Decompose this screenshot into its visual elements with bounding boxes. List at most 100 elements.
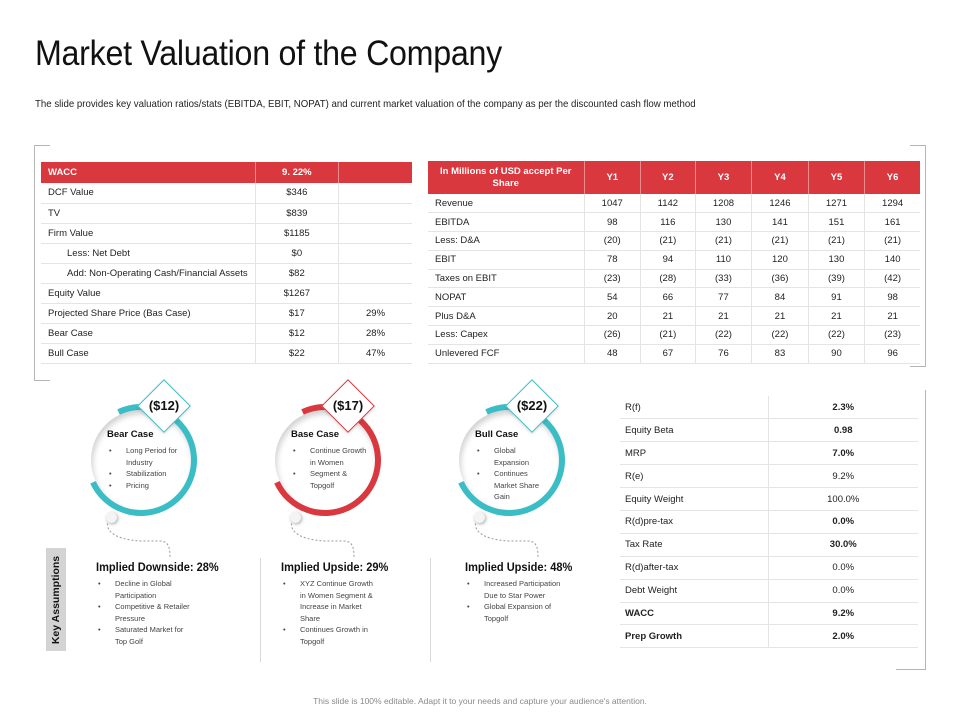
table-row: DCF Value $346: [41, 183, 412, 204]
table-row: R(e) 9.2%: [620, 464, 918, 489]
table-row: Equity Weight 100.0%: [620, 487, 918, 511]
row-value-y2: 116: [640, 212, 696, 233]
row-label: Less: Capex: [428, 325, 584, 345]
list-item: Decline in Global Participation: [96, 578, 196, 601]
row-value-y2: 67: [640, 344, 696, 364]
table-row: Add: Non-Operating Cash/Financial Assets…: [41, 263, 412, 284]
row-value: $22: [254, 343, 339, 364]
assumption-value: 0.0%: [767, 510, 918, 534]
row-value-y6: 140: [864, 250, 920, 270]
table-row: Less: D&A (20) (21) (21) (21) (21) (21): [428, 231, 920, 251]
table-row: Prep Growth 2.0%: [620, 624, 918, 649]
row-value-y6: 96: [864, 344, 920, 364]
list-item: Global Expansion: [475, 445, 551, 468]
row-label: Taxes on EBIT: [428, 269, 584, 289]
row-label: EBITDA: [428, 212, 584, 233]
base-case-title: Base Case: [291, 429, 340, 440]
row-value-y6: 161: [864, 212, 920, 233]
row-value-y2: 21: [640, 306, 696, 327]
row-label: Revenue: [428, 194, 584, 214]
table-row: Firm Value $1185: [41, 223, 412, 244]
assumption-label: WACC: [620, 602, 768, 626]
bracket-frame-right: [910, 145, 926, 367]
row-extra: [338, 223, 412, 244]
key-assumptions-text: Key Assumptions: [50, 555, 62, 644]
table-row: MRP 7.0%: [620, 441, 918, 466]
table-row: Unlevered FCF 48 67 76 83 90 96: [428, 344, 920, 364]
assumption-label: Equity Weight: [620, 487, 768, 511]
bull-price-label: ($22): [516, 398, 548, 413]
row-value-y2: 66: [640, 287, 696, 308]
bear-case-title: Bear Case: [107, 429, 154, 440]
row-value-y1: 20: [583, 306, 641, 327]
row-extra: 29%: [338, 303, 412, 324]
row-value-y4: (22): [751, 325, 809, 345]
row-label: Equity Value: [41, 283, 256, 304]
row-value-y5: 1271: [807, 194, 865, 214]
row-value-y6: 21: [864, 306, 920, 327]
row-value-y3: 110: [694, 250, 752, 270]
cashflow-header-y1: Y1: [583, 161, 641, 194]
bracket-frame-left: [34, 145, 50, 381]
table-row: R(f) 2.3%: [620, 396, 918, 420]
row-value-y4: 84: [751, 287, 809, 308]
row-value-y5: 151: [807, 212, 865, 233]
base-implied-title: Implied Upside: 29%: [281, 560, 389, 574]
row-value-y1: 78: [583, 250, 641, 270]
bear-knob: [106, 512, 117, 523]
row-value-y5: 130: [807, 250, 865, 270]
bull-case-title: Bull Case: [475, 429, 519, 440]
row-value-y5: (39): [807, 269, 865, 289]
list-item: XYZ Continue Growth in Women Segment & I…: [281, 578, 377, 624]
table-row: Debt Weight 0.0%: [620, 579, 918, 603]
row-value-y4: (21): [751, 231, 809, 251]
row-value-y2: (21): [640, 231, 696, 251]
list-item: Increased Participation Due to Star Powe…: [465, 578, 565, 601]
footer-note: This slide is 100% editable. Adapt it to…: [313, 696, 647, 706]
bull-knob: [474, 512, 485, 523]
row-extra: [338, 243, 412, 264]
row-label: Plus D&A: [428, 306, 584, 327]
assumption-value: 9.2%: [767, 602, 918, 626]
row-value: $17: [254, 303, 339, 324]
row-label: EBIT: [428, 250, 584, 270]
table-row: Bear Case $12 28%: [41, 323, 412, 344]
row-value: $0: [254, 243, 339, 264]
table-row: Bull Case $22 47%: [41, 343, 412, 364]
row-value-y3: 130: [694, 212, 752, 233]
cashflow-header-y3: Y3: [694, 161, 752, 194]
cashflow-header-y6: Y6: [864, 161, 920, 194]
list-item: Long Period for Industry: [107, 445, 183, 468]
row-extra: 47%: [338, 343, 412, 364]
assumption-label: R(d)after-tax: [620, 556, 768, 580]
row-value-y1: (26): [583, 325, 641, 345]
cashflow-header-label: In Millions of USD accept Per Share: [428, 161, 584, 194]
list-item: Continue Growth in Women: [291, 445, 367, 468]
assumption-label: R(f): [620, 396, 768, 420]
table-row: Equity Value $1267: [41, 283, 412, 304]
table-row: EBITDA 98 116 130 141 151 161: [428, 212, 920, 233]
cashflow-header-row: In Millions of USD accept Per Share Y1 Y…: [428, 161, 920, 194]
assumption-label: R(e): [620, 464, 768, 489]
row-value-y1: 48: [583, 344, 641, 364]
table-row: R(d)pre-tax 0.0%: [620, 510, 918, 534]
bear-implied-title: Implied Downside: 28%: [96, 560, 219, 574]
row-label: DCF Value: [41, 183, 256, 204]
valuation-header-value: 9. 22%: [254, 162, 339, 183]
assumption-value: 7.0%: [767, 441, 918, 466]
row-value: $12: [254, 323, 339, 344]
table-row: TV $839: [41, 203, 412, 224]
row-value: $82: [254, 263, 339, 284]
assumption-value: 9.2%: [767, 464, 918, 489]
valuation-header-extra: [338, 162, 412, 183]
page-subtitle: The slide provides key valuation ratios/…: [35, 98, 696, 110]
assumption-label: Debt Weight: [620, 579, 768, 603]
table-row: EBIT 78 94 110 120 130 140: [428, 250, 920, 270]
table-row: Taxes on EBIT (23) (28) (33) (36) (39) (42): [428, 269, 920, 289]
row-extra: [338, 263, 412, 284]
list-item: Pricing: [107, 480, 183, 492]
row-value-y6: (21): [864, 231, 920, 251]
table-row: Less: Capex (26) (21) (22) (22) (22) (23): [428, 325, 920, 345]
row-value-y5: 21: [807, 306, 865, 327]
row-value-y4: (36): [751, 269, 809, 289]
